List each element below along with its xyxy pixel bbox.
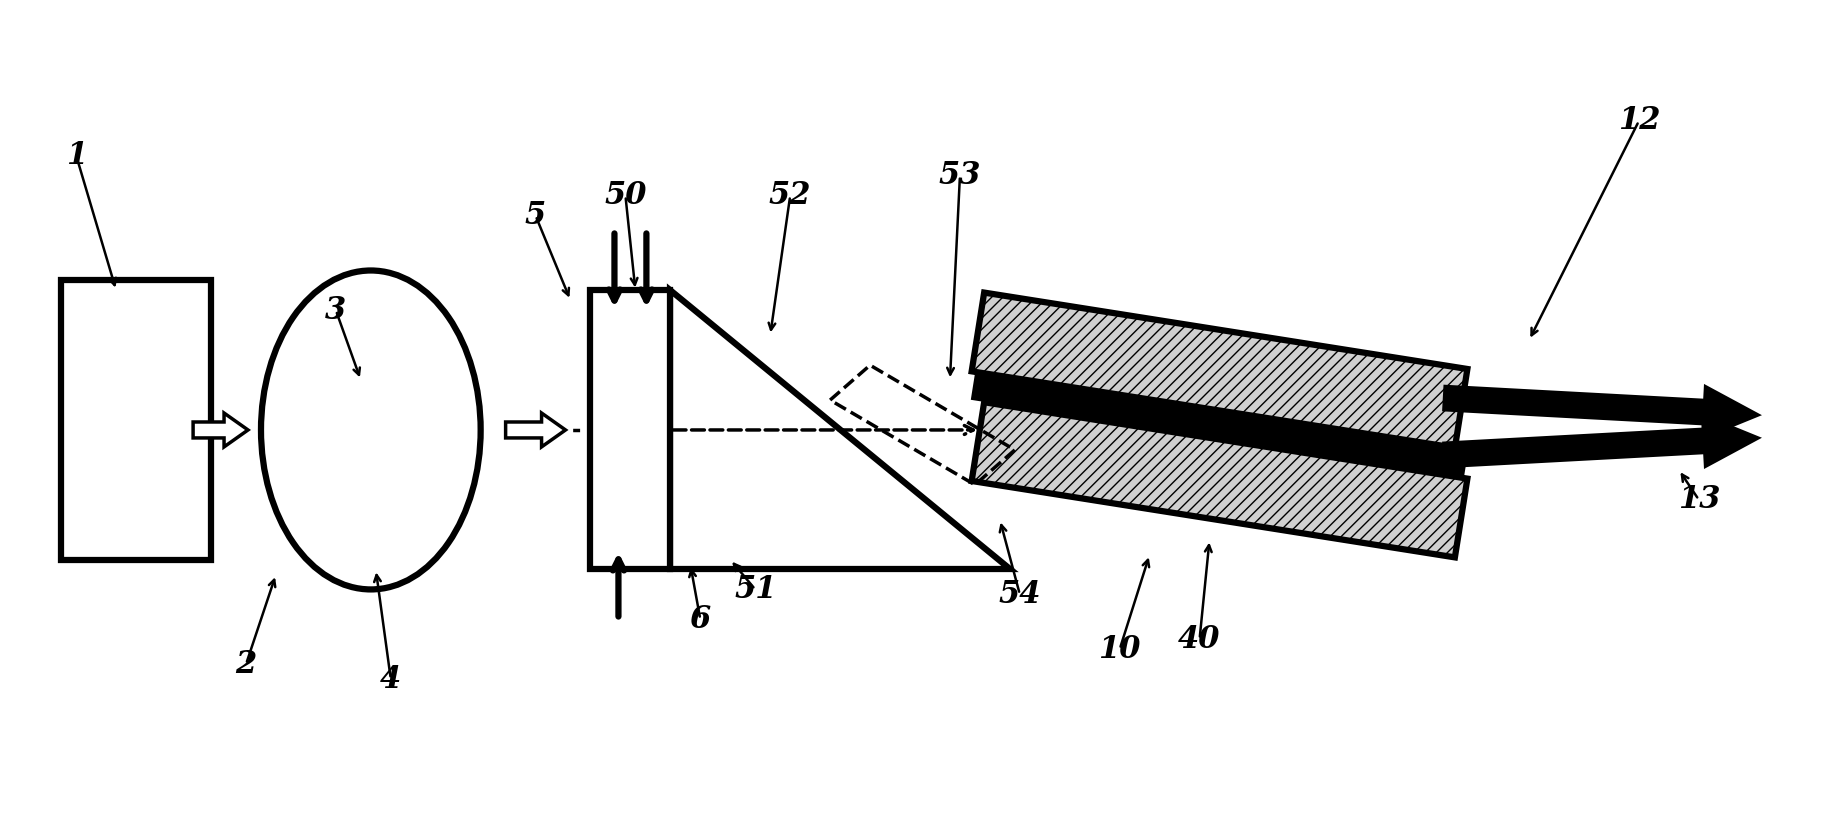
- Text: 2: 2: [235, 649, 257, 680]
- Text: 12: 12: [1618, 106, 1660, 137]
- Polygon shape: [971, 372, 1469, 478]
- FancyArrow shape: [1443, 386, 1758, 438]
- Text: 52: 52: [769, 180, 811, 211]
- Text: 3: 3: [326, 295, 346, 326]
- Bar: [62, 281, 211, 560]
- Text: 50: 50: [605, 180, 647, 211]
- Bar: [590, 291, 670, 570]
- Text: 54: 54: [998, 579, 1040, 610]
- Text: 13: 13: [1678, 484, 1720, 515]
- Text: 4: 4: [381, 664, 401, 695]
- FancyArrow shape: [193, 413, 248, 447]
- Polygon shape: [971, 402, 1467, 557]
- Ellipse shape: [261, 271, 481, 589]
- FancyArrow shape: [1443, 415, 1758, 467]
- Text: 6: 6: [691, 604, 711, 635]
- Text: 40: 40: [1179, 623, 1221, 654]
- Text: 1: 1: [66, 141, 87, 172]
- Text: 53: 53: [938, 160, 982, 191]
- Polygon shape: [971, 292, 1467, 447]
- Text: 51: 51: [734, 574, 776, 605]
- Text: 10: 10: [1099, 634, 1141, 665]
- Text: 5: 5: [525, 200, 547, 231]
- Polygon shape: [670, 291, 1009, 570]
- FancyArrow shape: [507, 413, 565, 447]
